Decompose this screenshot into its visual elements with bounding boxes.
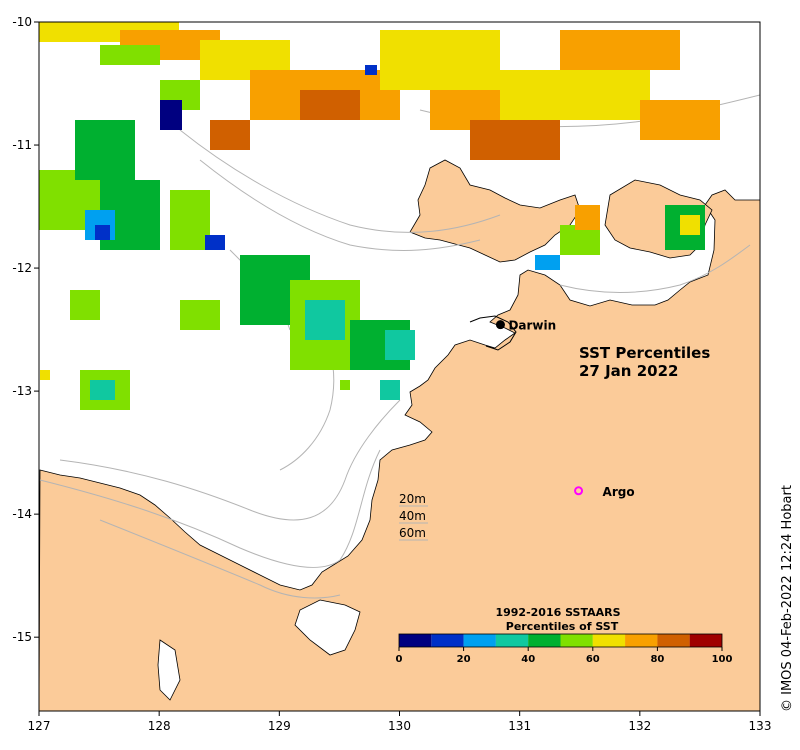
colorbar-segment	[463, 634, 496, 647]
colorbar	[398, 633, 723, 648]
credit-text: © IMOS 04-Feb-2022 12:24 Hobart	[780, 485, 795, 712]
y-axis: -10 -11 -12 -13 -14 -15	[12, 15, 39, 644]
colorbar-tick-label: 100	[712, 654, 733, 665]
colorbar-tick-label: 80	[650, 654, 664, 665]
southern-gulf	[294, 599, 361, 656]
colorbar-tick-label: 40	[521, 654, 535, 665]
colorbar-tick-label: 20	[457, 654, 471, 665]
y-tick-label: -13	[12, 384, 32, 398]
colorbar-segment	[560, 634, 593, 647]
depth-label-20m: 20m	[399, 492, 426, 506]
colorbar-segment	[689, 634, 722, 647]
x-tick-label: 128	[148, 719, 171, 733]
colorbar-segment	[528, 634, 561, 647]
y-tick-label: -11	[12, 138, 32, 152]
island-1	[157, 639, 181, 701]
legend-title-line2: Percentiles of SST	[506, 620, 619, 633]
land-north	[409, 159, 581, 263]
colorbar-segment	[657, 634, 690, 647]
x-tick-label: 127	[28, 719, 51, 733]
map-title-line1: SST Percentiles	[579, 344, 710, 362]
x-axis: 127 128 129 130 131 132 133	[28, 711, 772, 733]
colorbar-tick-label: 0	[396, 654, 403, 665]
colorbar-segment	[495, 634, 529, 647]
x-tick-label: 130	[388, 719, 411, 733]
colorbar-segment	[431, 634, 464, 647]
colorbar-frame	[398, 633, 723, 648]
y-tick-label: -12	[12, 261, 32, 275]
y-tick-label: -15	[12, 630, 32, 644]
colorbar-ticks: 0 20 40 60 80 100	[396, 647, 733, 665]
legend-title-line1: 1992-2016 SSTAARS	[495, 606, 620, 619]
map-title-line2: 27 Jan 2022	[579, 362, 678, 380]
y-tick-label: -10	[12, 15, 32, 29]
depth-label-40m: 40m	[399, 509, 426, 523]
x-tick-label: 129	[268, 719, 291, 733]
depth-legend: 20m 40m 60m	[399, 492, 428, 541]
y-tick-label: -14	[12, 507, 32, 521]
place-marker-argo	[574, 486, 584, 496]
place-label-darwin: Darwin	[508, 319, 556, 333]
sst-pixels	[39, 22, 720, 410]
place-label-argo: Argo	[603, 485, 635, 499]
plot-area	[39, 22, 760, 711]
depth-label-60m: 60m	[399, 526, 426, 540]
colorbar-segment	[625, 634, 658, 647]
colorbar-legend: 1992-2016 SSTAARS Percentiles of SST 0 20…	[396, 606, 733, 665]
colorbar-tick-label: 60	[586, 654, 600, 665]
x-tick-label: 131	[508, 719, 531, 733]
colorbar-segment	[399, 634, 432, 647]
coastline-darwin	[469, 315, 517, 351]
colorbar-segment	[592, 634, 626, 647]
x-tick-label: 133	[749, 719, 772, 733]
land-mass	[39, 189, 760, 711]
place-markers: Darwin Argo	[495, 319, 635, 499]
place-marker-darwin	[495, 320, 505, 330]
x-tick-label: 132	[628, 719, 651, 733]
